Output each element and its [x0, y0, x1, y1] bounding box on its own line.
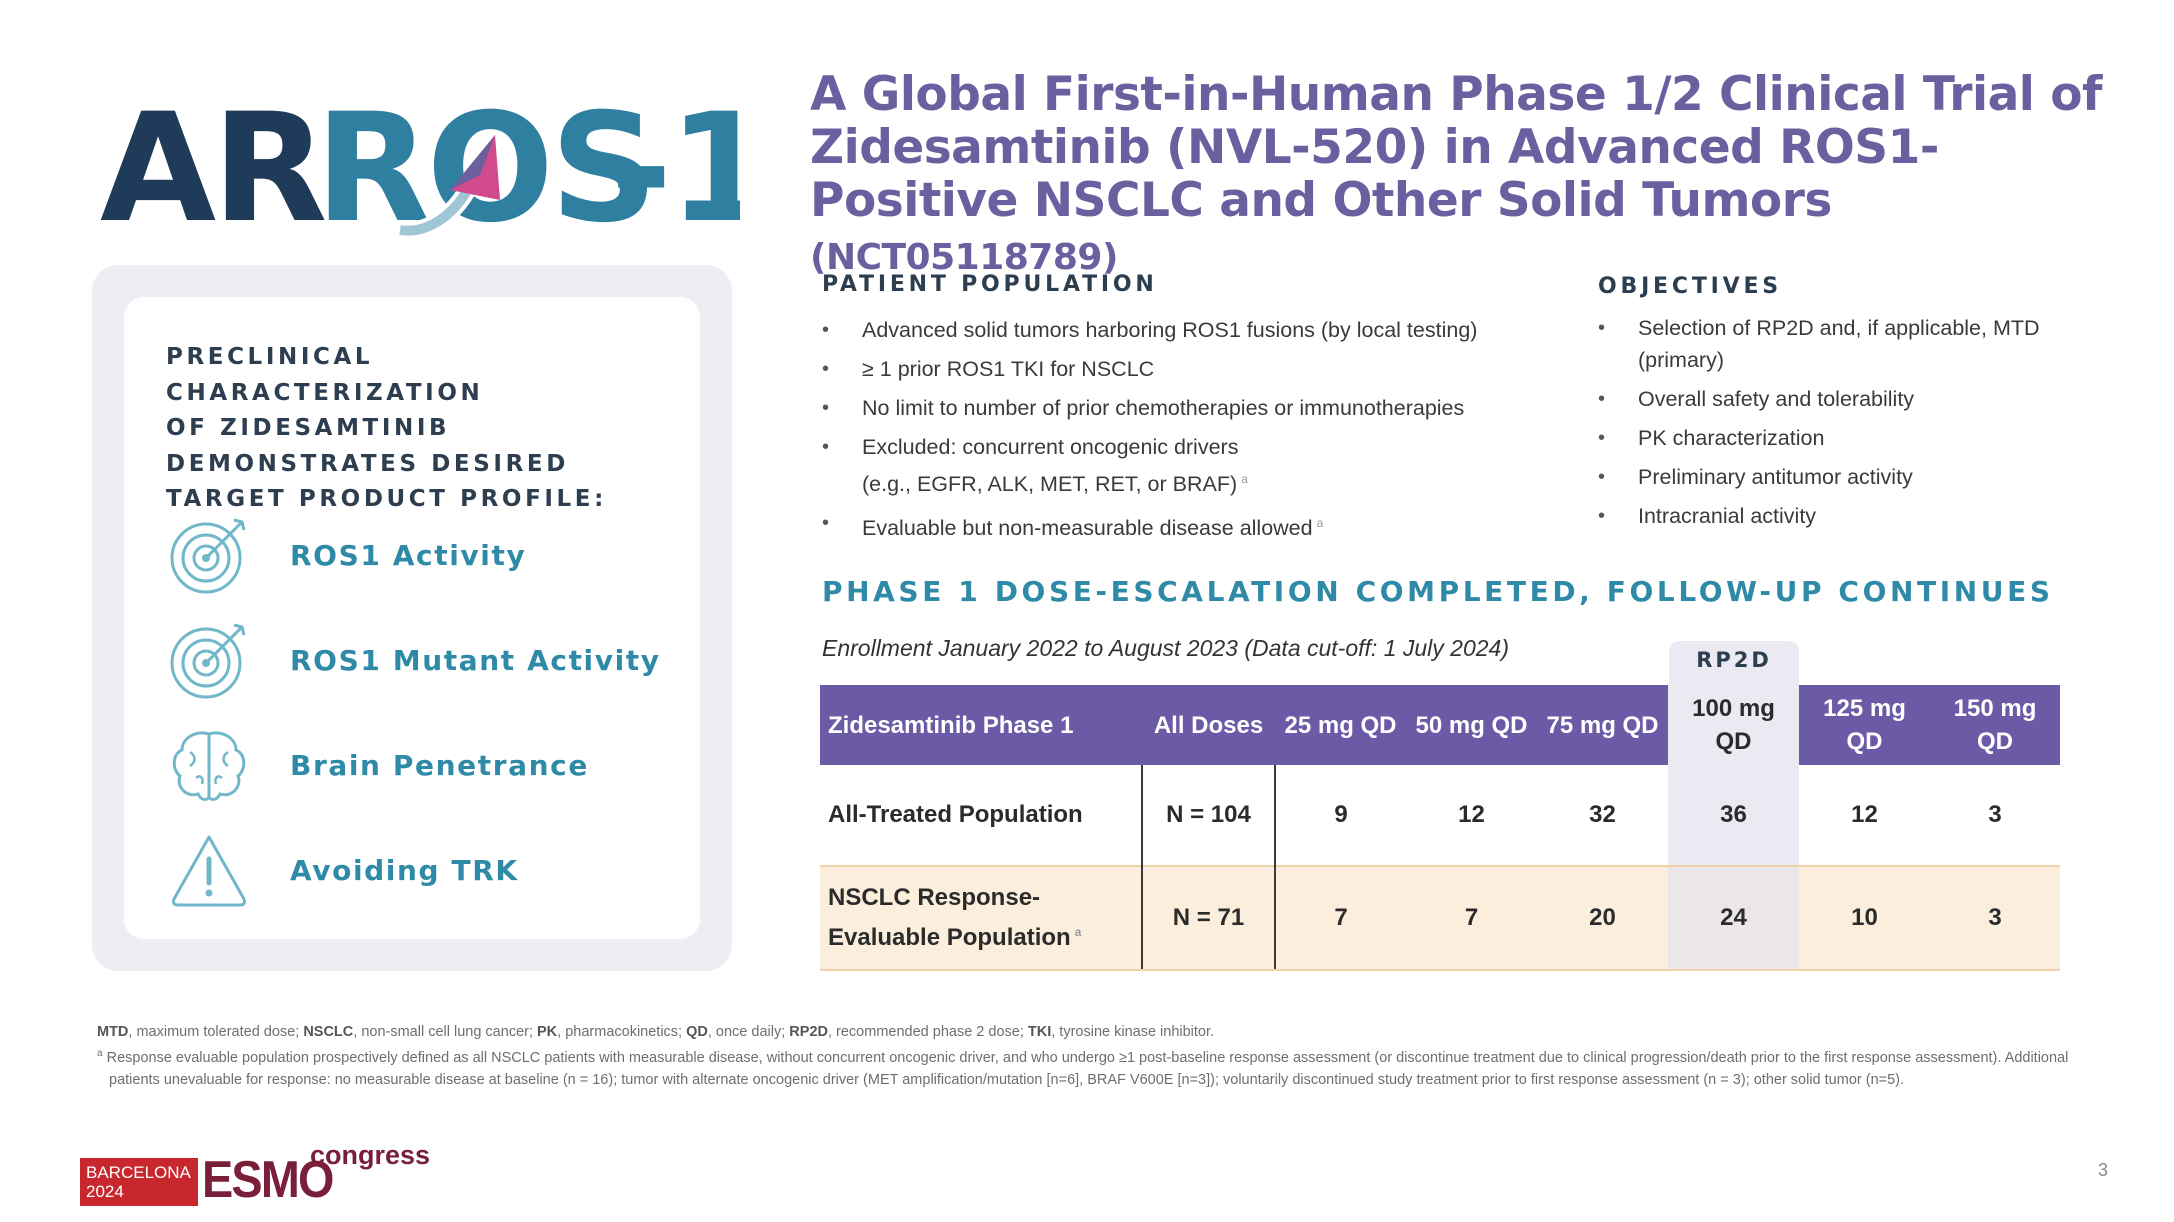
list-item: Preliminary antitumor activity	[1598, 461, 2078, 493]
feature-label: Brain Penetrance	[290, 748, 589, 782]
list-item: PK characterization	[1598, 422, 2078, 454]
dose-table: Zidesamtinib Phase 1 All Doses 25 mg QD …	[820, 685, 2060, 971]
esmo-location-badge: BARCELONA 2024	[80, 1158, 198, 1206]
table-header-cell: 125 mg QD	[1799, 685, 1930, 765]
target-icon	[170, 623, 246, 699]
warning-icon	[172, 835, 246, 907]
profile-heading-line: OF ZIDESAMTINIB	[166, 415, 451, 441]
table-cell: N = 71	[1142, 866, 1276, 971]
rp2d-label: RP2D	[1696, 648, 1772, 672]
table-cell: 36	[1668, 765, 1799, 867]
profile-heading-line: PRECLINICAL CHARACTERIZATION	[166, 344, 484, 406]
table-header-cell: 25 mg QD	[1275, 685, 1406, 765]
table-cell: 12	[1406, 765, 1537, 867]
patient-population-list: Advanced solid tumors harboring ROS1 fus…	[822, 314, 1542, 551]
table-header-cell: Zidesamtinib Phase 1	[820, 685, 1142, 765]
table-header-row: Zidesamtinib Phase 1 All Doses 25 mg QD …	[820, 685, 2060, 765]
table-header-cell: 150 mg QD	[1930, 685, 2060, 765]
objectives-heading: OBJECTIVES	[1598, 274, 1782, 299]
brain-icon	[172, 731, 246, 801]
feature-label: ROS1 Mutant Activity	[290, 643, 661, 677]
feature-label: ROS1 Activity	[290, 538, 527, 572]
table-cell: 10	[1799, 866, 1930, 971]
feature-ros1-mutant-activity: ROS1 Mutant Activity	[166, 615, 686, 705]
table-header-cell: 50 mg QD	[1406, 685, 1537, 765]
table-row: NSCLC Response-Evaluable Population a N =…	[820, 866, 2060, 971]
list-item: Overall safety and tolerability	[1598, 383, 2078, 415]
logo-suffix: -1	[610, 82, 740, 250]
row-label: All-Treated Population	[820, 765, 1143, 867]
target-icon	[170, 518, 246, 594]
row-label: NSCLC Response-Evaluable Population a	[820, 866, 1143, 971]
table-cell: N = 104	[1142, 765, 1276, 867]
abbreviations-footnote: MTD, maximum tolerated dose; NSCLC, non-…	[97, 1024, 1215, 1040]
esmo-congress: congress	[310, 1140, 431, 1170]
profile-heading-line: TARGET PRODUCT PROFILE:	[166, 486, 607, 512]
table-cell: 12	[1799, 765, 1930, 867]
profile-panel-card	[124, 297, 700, 939]
table-cell: 20	[1537, 866, 1668, 971]
list-item: ≥ 1 prior ROS1 TKI for NSCLC	[822, 353, 1542, 385]
table-cell: 3	[1930, 765, 2060, 867]
feature-label: Avoiding TRK	[290, 853, 519, 887]
table-header-cell: 100 mg QD	[1668, 685, 1799, 765]
profile-heading: PRECLINICAL CHARACTERIZATION OF ZIDESAMT…	[166, 340, 686, 518]
footnote-marker: a	[1316, 516, 1324, 531]
title-main: A Global First-in-Human Phase 1/2 Clinic…	[810, 67, 2103, 228]
table-cell: 24	[1668, 866, 1799, 971]
table-cell: 9	[1275, 765, 1406, 867]
list-item: Excluded: concurrent oncogenic drivers(e…	[822, 431, 1542, 500]
esmo-logo: ESMO	[202, 1151, 334, 1209]
footnote-a: a Response evaluable population prospect…	[97, 1048, 2069, 1088]
list-item: No limit to number of prior chemotherapi…	[822, 392, 1542, 424]
table-cell: 3	[1930, 866, 2060, 971]
feature-brain-penetrance: Brain Penetrance	[166, 720, 686, 810]
title-nct: (NCT05118789)	[810, 237, 1118, 278]
enrollment-text: Enrollment January 2022 to August 2023 (…	[822, 635, 1509, 661]
list-item: Evaluable but non-measurable disease all…	[822, 507, 1542, 544]
feature-ros1-activity: ROS1 Activity	[166, 510, 686, 600]
table-header-cell: All Doses	[1142, 685, 1275, 765]
profile-heading-line: DEMONSTRATES DESIRED	[166, 450, 569, 477]
logo-arrow-icon	[398, 135, 500, 240]
phase-heading: PHASE 1 DOSE-ESCALATION COMPLETED, FOLLO…	[822, 575, 2054, 608]
table-cell: 7	[1275, 866, 1406, 971]
feature-avoiding-trk: Avoiding TRK	[166, 825, 686, 915]
slide-title: A Global First-in-Human Phase 1/2 Clinic…	[810, 68, 2110, 284]
page-number: 3	[2098, 1160, 2109, 1180]
list-item: Intracranial activity	[1598, 500, 2078, 532]
arros-logo: AR ROS -1	[100, 80, 773, 256]
logo-ar: AR	[100, 82, 325, 250]
list-item: Advanced solid tumors harboring ROS1 fus…	[822, 314, 1542, 346]
table-cell: 32	[1537, 765, 1668, 867]
table-row: All-Treated Population N = 104 9 12 32 3…	[820, 765, 2060, 867]
table-header-cell: 75 mg QD	[1537, 685, 1668, 765]
footnote-marker: a	[1241, 472, 1248, 486]
list-item: Selection of RP2D and, if applicable, MT…	[1598, 312, 2078, 376]
objectives-list: Selection of RP2D and, if applicable, MT…	[1598, 312, 2078, 539]
table-cell: 7	[1406, 866, 1537, 971]
footnote-marker: a	[1074, 925, 1082, 939]
patient-population-heading: PATIENT POPULATION	[822, 272, 1158, 297]
